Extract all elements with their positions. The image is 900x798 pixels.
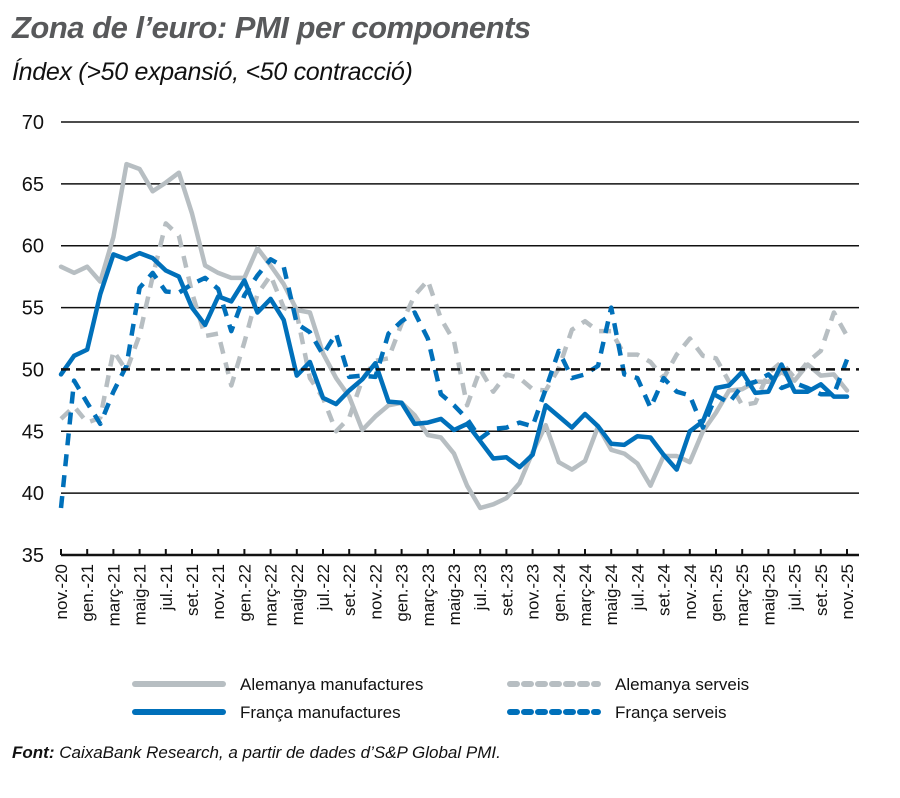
source-note: Font: CaixaBank Research, a partir de da… <box>12 743 501 763</box>
legend-label: Alemanya manufactures <box>240 675 423 694</box>
x-tick-label: gen.-23 <box>393 564 412 622</box>
x-tick-label: gen.-22 <box>235 564 254 622</box>
x-tick-label: nov.-21 <box>209 564 228 619</box>
y-axis-ticks: 35 40 45 50 55 60 65 70 <box>22 112 44 567</box>
x-tick-label: nov.-23 <box>524 564 543 619</box>
x-tick-label: jul.-23 <box>471 564 490 611</box>
chart-subtitle: Índex (>50 expansió, <50 contracció) <box>12 58 413 86</box>
x-tick-label: gen.-21 <box>78 564 97 622</box>
x-tick-label: nov.-22 <box>366 564 385 619</box>
x-tick-label: nov.-24 <box>681 564 700 619</box>
x-tick-label: març-23 <box>419 564 438 626</box>
x-tick-label: maig-23 <box>445 564 464 625</box>
x-tick-label: març-24 <box>576 564 595 626</box>
x-tick-label: març-21 <box>104 564 123 626</box>
x-axis: nov.-20 gen.-21 març-21 maig-21 jul.-21 set.-… <box>52 549 859 626</box>
series-fran-a-manufactures <box>58 250 850 472</box>
series-fran-a-serveis <box>58 257 850 509</box>
x-tick-label: set.-24 <box>655 564 674 616</box>
x-tick-label: gen.-24 <box>550 564 569 622</box>
x-tick-label: maig-21 <box>131 564 150 625</box>
x-tick-label: set.-25 <box>812 564 831 616</box>
source-label: Font: <box>12 743 55 762</box>
y-tick-label: 50 <box>22 359 44 381</box>
x-tick-label: jul.-22 <box>314 564 333 611</box>
y-tick-label: 35 <box>22 545 44 567</box>
x-tick-label: maig-22 <box>288 564 307 625</box>
legend-label: Alemanya serveis <box>615 675 749 694</box>
x-tick-label: març-25 <box>733 564 752 626</box>
series-lines <box>58 161 850 511</box>
legend-label: França manufactures <box>240 703 401 722</box>
y-tick-label: 40 <box>22 483 44 505</box>
legend: Alemanya manufactures Alemanya serveis Fra… <box>132 675 749 722</box>
y-tick-label: 60 <box>22 236 44 258</box>
gridlines <box>61 121 859 494</box>
series-alemanya-serveis <box>59 221 849 434</box>
x-tick-label: jul.-24 <box>628 564 647 611</box>
y-tick-label: 70 <box>22 112 44 134</box>
x-tick-label: jul.-21 <box>157 564 176 611</box>
x-tick-label: set.-22 <box>340 564 359 616</box>
x-tick-label: set.-21 <box>183 564 202 616</box>
x-tick-label: maig-25 <box>759 564 778 625</box>
x-tick-label: maig-24 <box>602 564 621 625</box>
source-text: CaixaBank Research, a partir de dades d’… <box>54 743 501 762</box>
x-tick-label: nov.-25 <box>838 564 857 619</box>
x-tick-label: març-22 <box>262 564 281 626</box>
y-tick-label: 65 <box>22 174 44 196</box>
legend-label: França serveis <box>615 703 726 722</box>
x-tick-label: set.-23 <box>497 564 516 616</box>
chart-title: Zona de l’euro: PMI per components <box>12 10 531 45</box>
x-tick-label: nov.-20 <box>52 564 71 619</box>
x-tick-label: gen.-25 <box>707 564 726 622</box>
x-tick-label: jul.-25 <box>786 564 805 611</box>
y-tick-label: 45 <box>22 421 44 443</box>
series-alemanya-manufactures <box>58 161 850 511</box>
y-tick-label: 55 <box>22 298 44 320</box>
